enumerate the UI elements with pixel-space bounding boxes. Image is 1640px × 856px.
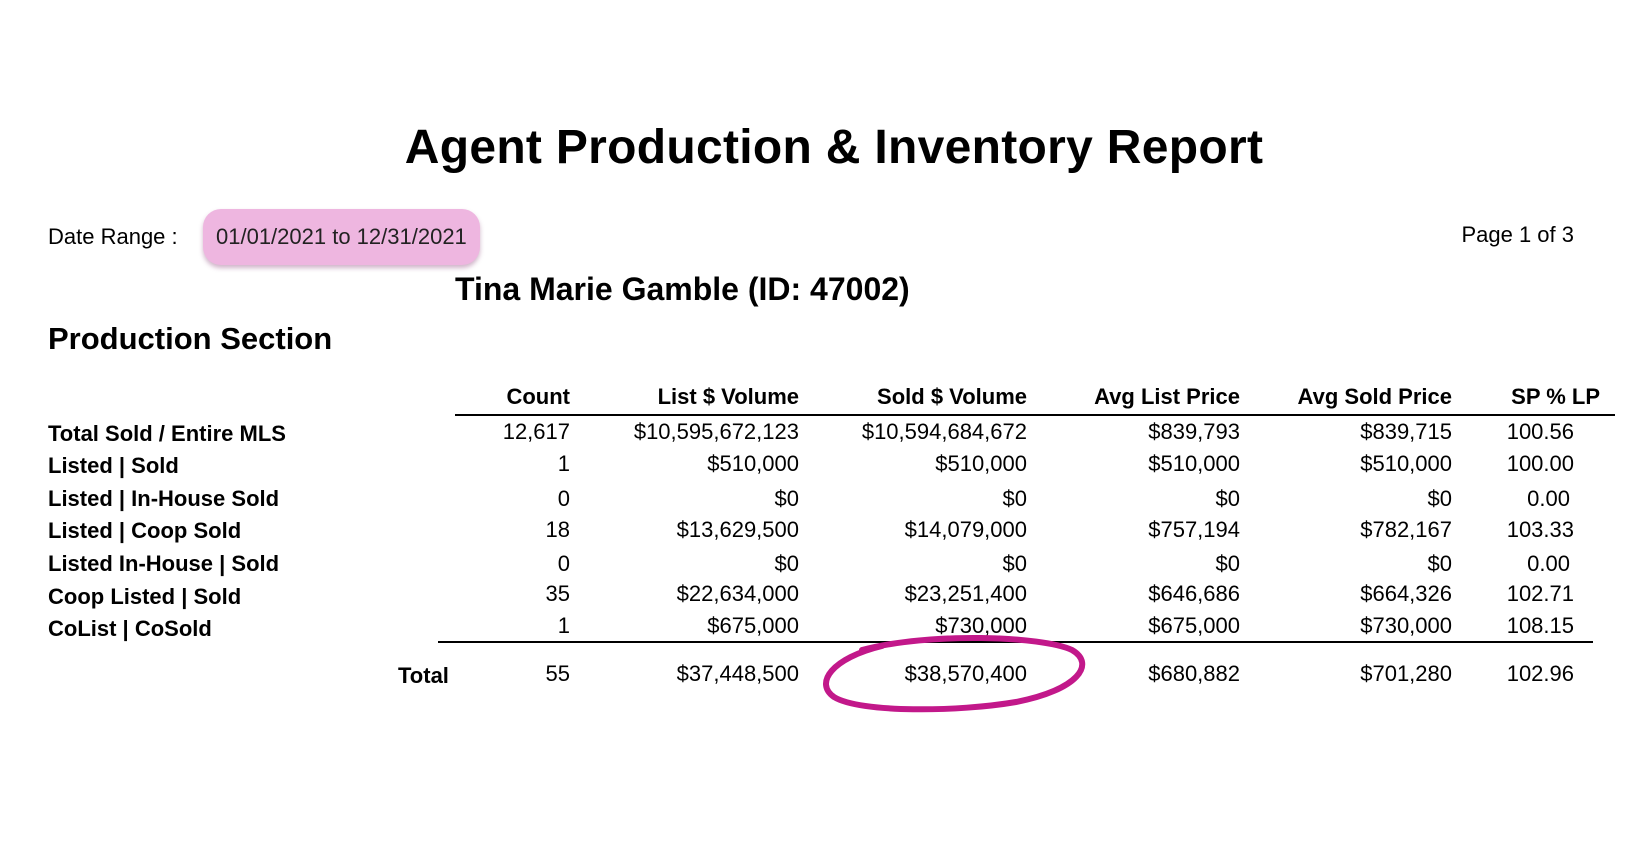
section-title: Production Section [48,321,333,356]
table-cell: $510,000 [707,451,799,476]
total-cell: $37,448,500 [676,661,799,686]
table-cell: $510,000 [1148,451,1240,476]
column-header-count: Count [506,384,570,409]
table-cell: 0 [557,551,570,576]
table-cell: 18 [545,517,570,542]
table-cell: $23,251,400 [904,581,1027,606]
row-label: Coop Listed | Sold [48,584,242,609]
table-cell: $0 [774,486,799,511]
table-cell: 0 [557,486,570,511]
table-cell: 1 [557,451,570,476]
column-header-sold-volume: Sold $ Volume [877,384,1027,409]
header-rule [455,414,1615,416]
table-cell: $839,715 [1360,419,1452,444]
table-cell: $0 [1427,486,1452,511]
table-cell: 35 [545,581,570,606]
hand-drawn-circle-annotation [823,634,1086,713]
row-label: CoList | CoSold [48,616,212,641]
table-cell: 1 [557,613,570,638]
total-sold-volume: $38,570,400 [904,661,1027,686]
page-indicator: Page 1 of 3 [1461,222,1574,247]
column-header-sp-lp: SP % LP [1511,384,1600,409]
table-cell: 100.00 [1506,451,1574,476]
total-cell: $701,280 [1360,661,1452,686]
report-title: Agent Production & Inventory Report [404,121,1264,174]
column-header-avg-sold-price: Avg Sold Price [1297,384,1452,409]
table-cell: $782,167 [1360,517,1452,542]
table-cell: $510,000 [935,451,1027,476]
column-header-avg-list-price: Avg List Price [1094,384,1240,409]
table-cell: $0 [1427,551,1452,576]
table-cell: $0 [1002,486,1027,511]
date-range-value: 01/01/2021 to 12/31/2021 [203,209,480,265]
table-cell: $10,594,684,672 [861,419,1027,444]
total-cell: 55 [545,661,570,686]
row-label: Total Sold / Entire MLS [48,421,286,446]
table-cell: $14,079,000 [904,517,1027,542]
table-cell: $10,595,672,123 [633,419,799,444]
table-cell: $0 [1215,486,1240,511]
row-label: Listed In-House | Sold [48,551,280,576]
total-label: Total [398,663,449,688]
table-cell: $13,629,500 [676,517,799,542]
table-cell: $664,326 [1360,581,1452,606]
table-cell: 0.00 [1527,486,1570,511]
table-cell: $646,686 [1148,581,1240,606]
table-cell: $675,000 [1148,613,1240,638]
table-cell: 108.15 [1506,613,1574,638]
column-header-list-volume: List $ Volume [657,384,799,409]
table-cell: 102.71 [1506,581,1574,606]
agent-name: Tina Marie Gamble (ID: 47002) [455,271,910,307]
table-cell: $757,194 [1148,517,1240,542]
total-cell: 102.96 [1506,661,1574,686]
table-cell: $730,000 [935,613,1027,638]
table-cell: 0.00 [1527,551,1570,576]
row-label: Listed | Sold [48,453,179,478]
table-cell: 100.56 [1506,419,1574,444]
table-cell: 12,617 [502,419,570,444]
table-cell: $730,000 [1360,613,1452,638]
table-cell: $22,634,000 [676,581,799,606]
table-cell: $0 [1215,551,1240,576]
table-cell: $510,000 [1360,451,1452,476]
table-cell: $839,793 [1148,419,1240,444]
table-cell: $675,000 [707,613,799,638]
total-cell: $680,882 [1148,661,1240,686]
table-cell: $0 [1002,551,1027,576]
table-cell: $0 [774,551,799,576]
row-label: Listed | In-House Sold [48,486,280,511]
table-cell: 103.33 [1506,517,1574,542]
row-label: Listed | Coop Sold [48,518,242,543]
date-range-label: Date Range : [48,224,178,249]
